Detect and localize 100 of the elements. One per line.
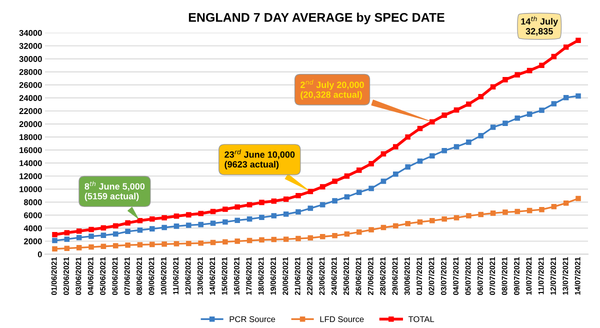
point (162, 241, 167, 247)
y-tick-label: 16000 (20, 147, 42, 154)
point (174, 241, 180, 246)
point (210, 208, 216, 214)
point (296, 236, 301, 242)
point (466, 213, 472, 218)
legend-label: PCR Source (230, 316, 276, 322)
point (162, 215, 167, 220)
y-tick-label: 24000 (19, 95, 42, 102)
point (137, 242, 143, 248)
point (100, 225, 106, 230)
point (478, 133, 484, 138)
point (392, 223, 398, 229)
point (186, 240, 192, 246)
point (246, 202, 252, 208)
point (405, 164, 410, 170)
point (417, 158, 423, 164)
point (150, 226, 155, 232)
point (210, 240, 216, 246)
y-tick-label: 32000 (19, 43, 42, 49)
point (320, 184, 326, 190)
point (125, 228, 130, 234)
point (296, 209, 301, 215)
point (186, 222, 192, 228)
point (430, 153, 435, 159)
point (210, 220, 216, 226)
y-tick-label: 8000 (24, 199, 42, 206)
point (100, 244, 106, 250)
point (259, 237, 264, 243)
annotation: 14$^{th}$ July 32,835 (521, 16, 558, 36)
point (332, 233, 338, 238)
point (222, 239, 228, 244)
legend-label: LFD Source (320, 316, 364, 322)
point (526, 68, 532, 74)
point (490, 124, 496, 130)
point (430, 218, 435, 224)
point (76, 245, 82, 250)
point (490, 84, 496, 90)
point (478, 212, 484, 218)
point (478, 94, 484, 100)
point (392, 171, 398, 177)
point (454, 144, 460, 150)
point (454, 107, 460, 113)
point (283, 196, 289, 202)
point (246, 238, 252, 244)
point (271, 213, 277, 218)
point (442, 148, 447, 154)
point (356, 190, 362, 195)
point (52, 232, 58, 238)
point (320, 202, 326, 208)
point (551, 204, 557, 210)
point (76, 228, 82, 234)
point (150, 242, 155, 248)
point (125, 242, 130, 248)
point (320, 234, 326, 240)
point (88, 226, 94, 232)
point (368, 161, 374, 166)
point (430, 119, 435, 124)
point (563, 44, 569, 50)
point (490, 210, 496, 216)
point (551, 54, 557, 60)
y-tick-label: 28000 (19, 69, 42, 75)
point (308, 235, 314, 241)
point (234, 238, 240, 244)
y-tick-label: 34000 (19, 30, 42, 36)
point (514, 72, 520, 78)
point (246, 216, 252, 222)
point (259, 200, 264, 206)
point (502, 210, 508, 215)
point (198, 222, 204, 228)
annotation: 2$^{nd}$ July 20,000 (20,328 actual) (300, 80, 364, 100)
y-tick-label: 0 (38, 251, 42, 258)
legend-label: TOTAL (408, 316, 434, 322)
point (368, 227, 374, 232)
y-tick-label: 20000 (19, 121, 42, 128)
point (259, 214, 264, 220)
point (356, 229, 362, 235)
point (150, 216, 155, 222)
point (283, 236, 289, 242)
point (380, 151, 386, 157)
point (539, 108, 544, 113)
point (442, 216, 447, 222)
point (466, 140, 472, 145)
y-tick-label: 2000 (24, 238, 42, 244)
point (417, 219, 423, 225)
point (198, 240, 204, 246)
point (137, 227, 143, 233)
point (88, 244, 94, 250)
point (88, 234, 94, 239)
point (380, 178, 386, 184)
y-tick-label: 12000 (20, 173, 42, 180)
point (186, 212, 192, 218)
point (308, 188, 314, 194)
point (222, 219, 228, 225)
point (526, 208, 532, 214)
point (162, 224, 167, 230)
point (344, 231, 350, 237)
point (405, 220, 410, 226)
point (454, 215, 460, 220)
point (442, 112, 447, 118)
